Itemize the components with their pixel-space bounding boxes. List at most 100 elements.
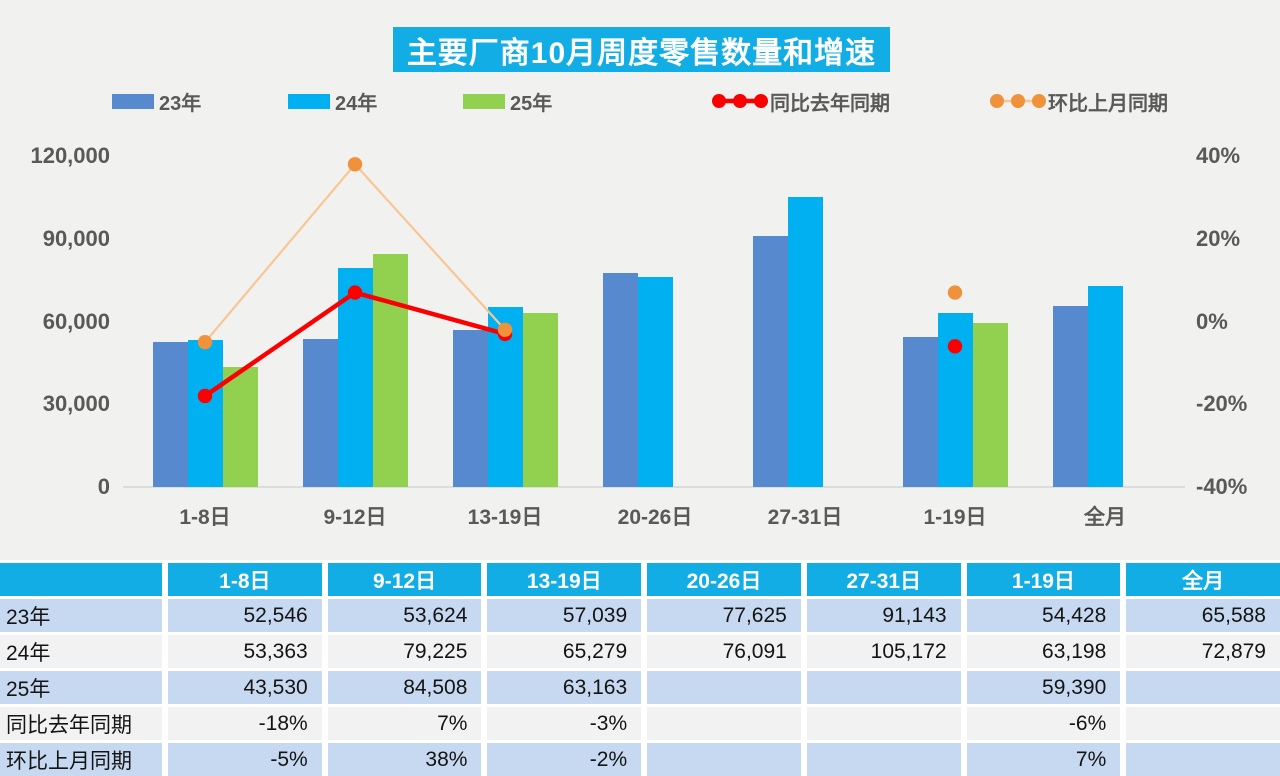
table-cell-23年-20-26日: 77,625 [647, 599, 801, 632]
table-cell-环比上月同期-1-19日: 7% [966, 743, 1121, 776]
table-cell-同比去年同期-1-8日: -18% [168, 707, 322, 740]
left-axis-tick: 90,000 [42, 225, 110, 251]
legend-dot [712, 94, 726, 108]
table-cell-同比去年同期-13-19日: -3% [487, 707, 642, 740]
right-axis-tick: -20% [1196, 391, 1248, 417]
legend-dot [990, 94, 1004, 108]
legend-dot [754, 94, 768, 108]
table-cell-25年-9-12日: 84,508 [327, 671, 482, 704]
summary-table: 1-8日 9-12日 13-19日 20-26日 27-31日 1-19日 全月 23年 52,… [0, 560, 1280, 776]
table-cell-23年-1-19日: 54,428 [966, 599, 1121, 632]
bar-23年-27-31日 [752, 235, 788, 487]
bar-25年-9-12日 [372, 253, 408, 487]
bar-24年-27-31日 [787, 196, 823, 487]
table-cell-23年-1-8日: 52,546 [168, 599, 322, 632]
category-label: 20-26日 [617, 506, 693, 529]
plot-area [130, 156, 1180, 487]
category-label: 1-19日 [923, 506, 987, 529]
legend-line-marker-icon [712, 94, 768, 108]
table-cell-环比上月同期-1-8日: -5% [168, 743, 322, 776]
legend-line-marker-icon [990, 94, 1046, 108]
axis-baseline [123, 486, 1185, 488]
table-header-13-19日: 13-19日 [487, 563, 642, 596]
table-cell-24年-13-19日: 65,279 [487, 635, 642, 668]
legend-dot [1032, 94, 1046, 108]
left-axis-tick: 120,000 [30, 143, 110, 168]
table-header-9-12日: 9-12日 [327, 563, 482, 596]
table-cell-24年-20-26日: 76,091 [647, 635, 801, 668]
left-value-axis: 120,000 90,000 60,000 30,000 0 [0, 0, 110, 560]
bar-23年-13-19日 [452, 329, 488, 487]
legend-item-同比去年同期: 同比去年同期 [712, 86, 890, 116]
category-label: 9-12日 [323, 506, 387, 529]
legend-item-23年: 23年 [112, 86, 201, 116]
table-cell-23年-13-19日: 57,039 [487, 599, 642, 632]
legend-dot [733, 94, 747, 108]
table-cell-25年-13-19日: 63,163 [487, 671, 642, 704]
chart-title: 主要厂商10月周度零售数量和增速 [393, 27, 890, 72]
bar-23年-1-8日 [152, 342, 188, 487]
table-cell-24年-全月: 72,879 [1126, 635, 1280, 668]
table-header-1-19日: 1-19日 [966, 563, 1121, 596]
table-cell-25年-20-26日 [647, 671, 801, 704]
table-cell-24年-9-12日: 79,225 [327, 635, 482, 668]
table-cell-24年-27-31日: 105,172 [806, 635, 961, 668]
table-header-1-8日: 1-8日 [168, 563, 322, 596]
table-cell-24年-1-8日: 53,363 [168, 635, 322, 668]
right-percent-axis: 40% 20% 0% -20% -40% [1196, 0, 1280, 560]
legend-label: 23年 [159, 92, 202, 115]
table-cell-环比上月同期-20-26日 [647, 743, 801, 776]
series-dot-环比上月同期 [947, 285, 963, 300]
bar-24年-全月 [1087, 285, 1123, 487]
table-row-label-24年: 24年 [0, 635, 162, 668]
legend-label: 环比上月同期 [1048, 92, 1168, 115]
legend-item-24年: 24年 [288, 86, 377, 116]
category-label: 1-8日 [179, 506, 231, 529]
legend-swatch-icon [288, 93, 330, 109]
series-dot-环比上月同期 [347, 157, 363, 172]
table-cell-25年-1-19日: 59,390 [966, 671, 1121, 704]
chart-legend: 23年 24年 25年 同比去年同期 环比上月同期 [0, 86, 1280, 116]
legend-label: 24年 [335, 92, 378, 115]
line-series-overlay [197, 157, 963, 404]
bar-25年-13-19日 [522, 312, 558, 487]
legend-item-环比上月同期: 环比上月同期 [990, 86, 1168, 116]
table-cell-同比去年同期-9-12日: 7% [327, 707, 482, 740]
left-axis-tick: 0 [97, 474, 110, 499]
series-line-环比上月同期 [204, 162, 506, 343]
bar-23年-9-12日 [302, 339, 338, 487]
table-cell-环比上月同期-9-12日: 38% [327, 743, 482, 776]
table-cell-24年-1-19日: 63,198 [966, 635, 1121, 668]
table-cell-23年-全月: 65,588 [1126, 599, 1280, 632]
category-label: 全月 [1084, 506, 1126, 529]
left-axis-tick: 30,000 [42, 391, 110, 417]
bar-25年-1-19日 [972, 323, 1008, 487]
table-cell-25年-1-8日: 43,530 [168, 671, 322, 704]
table-cell-23年-27-31日: 91,143 [806, 599, 961, 632]
table-row-label-25年: 25年 [0, 671, 162, 704]
table-row-label-同比去年同期: 同比去年同期 [0, 707, 162, 740]
legend-item-25年: 25年 [463, 86, 552, 116]
left-axis-tick: 60,000 [42, 308, 110, 334]
category-axis: 1-8日 9-12日 13-19日 20-26日 27-31日 1-19日 全月 [130, 501, 1180, 535]
table-row-label-23年: 23年 [0, 599, 162, 632]
category-label: 27-31日 [767, 506, 843, 529]
bar-24年-1-8日 [187, 339, 223, 487]
legend-swatch-icon [463, 93, 505, 109]
series-dot-环比上月同期 [497, 322, 513, 337]
table-cell-同比去年同期-1-19日: -6% [966, 707, 1121, 740]
table-cell-同比去年同期-全月 [1126, 707, 1280, 740]
right-axis-tick: 0% [1196, 308, 1228, 334]
series-dot-环比上月同期 [197, 334, 213, 350]
series-dot-同比去年同期 [197, 388, 213, 404]
table-header-20-26日: 20-26日 [647, 563, 801, 596]
bar-23年-20-26日 [602, 272, 638, 487]
chart-region: 主要厂商10月周度零售数量和增速 23年 24年 25年 同比去年同期 环比上月同期 1… [0, 0, 1280, 560]
right-axis-tick: 40% [1196, 143, 1241, 168]
category-label: 13-19日 [467, 506, 543, 529]
bar-23年-全月 [1052, 306, 1088, 487]
table-cell-23年-9-12日: 53,624 [327, 599, 482, 632]
right-axis-tick: -40% [1196, 474, 1248, 499]
series-line-同比去年同期 [203, 290, 506, 398]
bar-23年-1-19日 [902, 336, 938, 487]
